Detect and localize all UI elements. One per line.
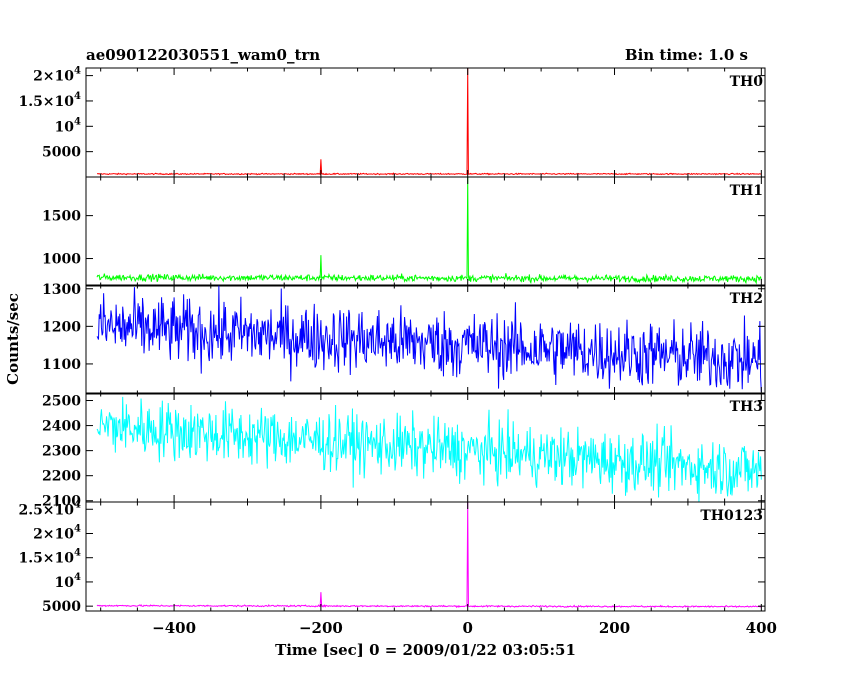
y-tick-label: 2200 <box>42 469 81 485</box>
panel-th3: 2100 2200 2300 2400 2500 TH3 <box>42 392 766 510</box>
series-label-th0123: TH0123 <box>700 508 763 524</box>
series-line-th2 <box>96 285 762 392</box>
y-tick-label: 2100 <box>42 494 81 510</box>
y-tick-label: 1.5×104 <box>18 91 81 110</box>
panel-th0123: 5000 104 1.5×104 2×104 2.5×104 TH0123 <box>18 499 766 615</box>
series-label-th3: TH3 <box>730 399 763 415</box>
series-line-th0 <box>96 67 762 176</box>
x-tick-label: 200 <box>599 619 630 637</box>
x-tick-label: −200 <box>299 619 343 637</box>
x-tick-label: 400 <box>746 619 777 637</box>
panel-frame <box>85 501 766 612</box>
y-tick-label: 1200 <box>42 319 81 335</box>
y-tick-label: 1100 <box>42 357 81 373</box>
y-axis-label: Counts/sec <box>4 293 22 385</box>
y-tick-label: 2×104 <box>33 523 81 542</box>
series-label-th2: TH2 <box>730 291 763 307</box>
x-tick-label: −400 <box>152 619 196 637</box>
y-tick-label: 1300 <box>42 282 81 298</box>
y-tick-label: 2×104 <box>33 66 81 85</box>
series-label-th1: TH1 <box>730 183 763 199</box>
series-line-th3 <box>96 396 762 503</box>
panel-frame <box>85 67 766 178</box>
y-tick-label: 1500 <box>42 209 81 225</box>
panel-th0: 5000 104 1.5×104 2×104 TH0 <box>18 66 766 178</box>
bin-time-label: Bin time: 1.0 s <box>624 46 748 64</box>
x-axis-label: Time [sec] 0 = 2009/01/22 03:05:51 <box>275 641 576 659</box>
panel-th2: 1100 1200 1300 TH2 <box>42 282 766 395</box>
panel-th1: 1000 1500 TH1 <box>42 176 766 287</box>
chart-title: ae090122030551_wam0_trn <box>86 46 321 64</box>
y-tick-label: 2500 <box>42 394 81 410</box>
y-tick-label: 104 <box>55 572 81 591</box>
panel-frame <box>85 176 766 287</box>
y-tick-label: 2300 <box>42 444 81 460</box>
series-label-th0: TH0 <box>730 74 764 90</box>
panel-frame <box>85 284 766 395</box>
y-tick-label: 5000 <box>42 145 81 161</box>
y-tick-label: 2.5×104 <box>18 499 81 518</box>
x-tick-label: 0 <box>462 619 472 637</box>
y-tick-label: 5000 <box>42 599 81 615</box>
y-tick-label: 1.5×104 <box>18 548 81 567</box>
series-line-th0123 <box>96 501 762 609</box>
y-tick-label: 104 <box>55 116 81 135</box>
y-tick-label: 1000 <box>42 252 81 268</box>
y-tick-label: 2400 <box>42 419 81 435</box>
series-line-th1 <box>96 176 762 285</box>
